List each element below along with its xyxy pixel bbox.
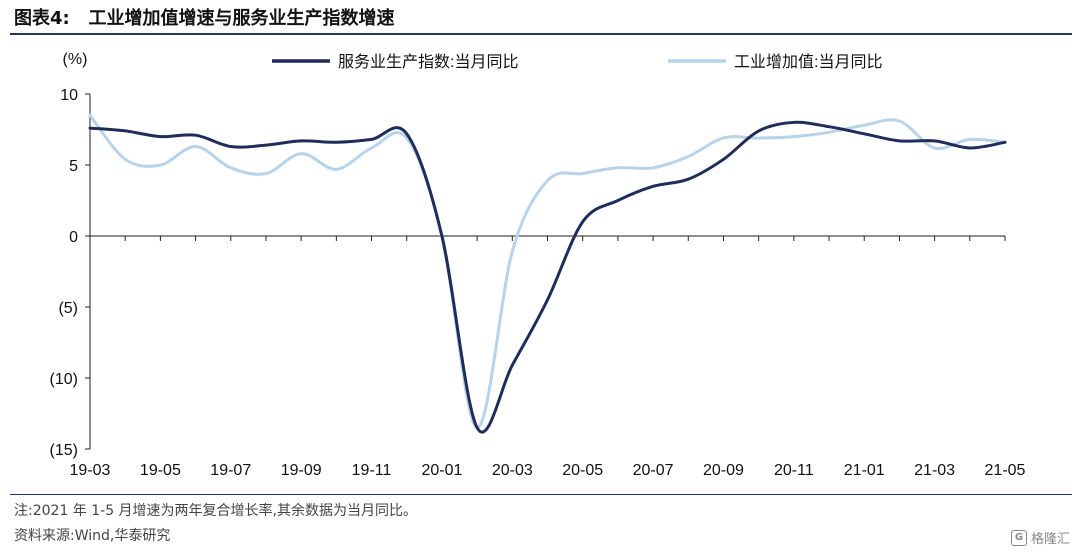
x-tick-label: 19-07 [210, 462, 251, 479]
chart-legend: 服务业生产指数:当月同比 工业增加值:当月同比 [272, 53, 882, 71]
x-tick-label: 19-09 [281, 462, 322, 479]
y-tick-label: 5 [69, 158, 78, 175]
y-tick-label: (15) [50, 442, 78, 459]
watermark: G 格隆汇 [1010, 528, 1070, 547]
legend-item-industry-label: 工业增加值:当月同比 [734, 53, 882, 71]
y-tick-label: 10 [60, 87, 78, 104]
legend-item-services-label: 服务业生产指数:当月同比 [338, 53, 518, 71]
x-tick-label: 20-01 [421, 462, 462, 479]
footnote: 注:2021 年 1-5 月增速为两年复合增长率,其余数据为当月同比。 [14, 503, 418, 519]
x-tick-label: 21-01 [844, 462, 885, 479]
series-line-industry [88, 113, 1007, 430]
source-note: 资料来源:Wind,华泰研究 [14, 528, 171, 544]
chart-axes: 10 5 0 (5) (10) (15) (%) 19-03 19-05 19-07 19-09 19… [50, 51, 1026, 479]
series-line-services [88, 120, 1007, 434]
x-tick-label: 19-05 [140, 462, 181, 479]
watermark-text: 格隆汇 [1030, 532, 1070, 547]
x-tick-label: 19-03 [70, 462, 111, 479]
x-tick-label: 20-09 [703, 462, 744, 479]
watermark-logo-icon: G [1010, 529, 1027, 546]
y-axis-label: (%) [63, 51, 88, 68]
x-tick-label: 19-11 [352, 462, 392, 479]
x-tick-label: 20-03 [492, 462, 533, 479]
x-tick-label: 21-05 [985, 462, 1026, 479]
y-tick-label: (10) [50, 371, 78, 388]
x-tick-label: 21-03 [914, 462, 955, 479]
x-tick-label: 20-05 [562, 462, 603, 479]
bottom-divider [10, 494, 1072, 495]
figure-title: 图表4: 工业增加值增速与服务业生产指数增速 [14, 8, 395, 29]
x-tick-label: 20-07 [633, 462, 674, 479]
y-tick-label: (5) [58, 300, 78, 317]
x-tick-label: 20-11 [774, 462, 814, 479]
line-chart: 10 5 0 (5) (10) (15) (%) 19-03 19-05 19-07 19-09 19… [50, 51, 1026, 479]
y-tick-label: 0 [69, 229, 78, 246]
top-divider [10, 33, 1072, 35]
chart-series [88, 113, 1007, 434]
